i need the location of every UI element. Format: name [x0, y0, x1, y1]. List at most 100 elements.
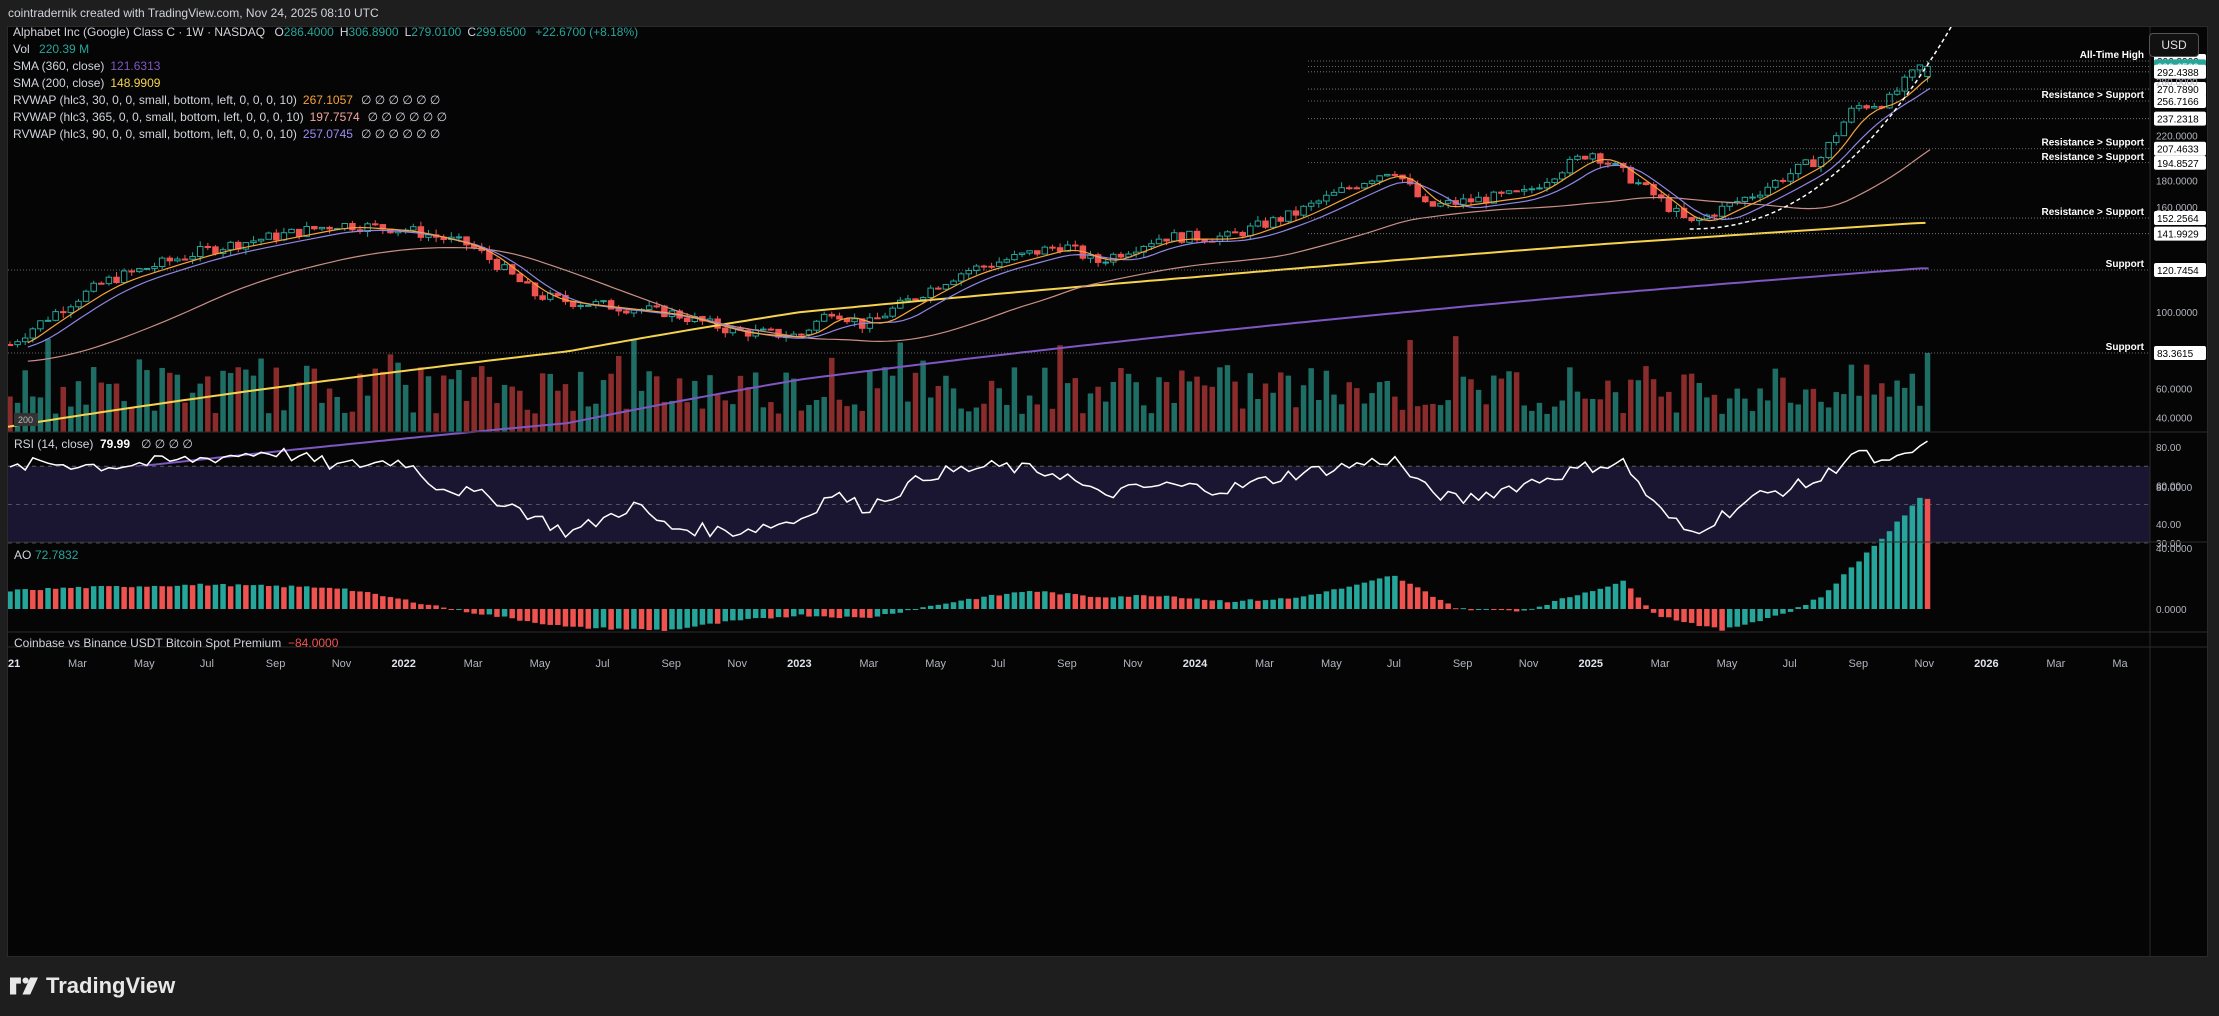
ao-bar — [1468, 609, 1474, 611]
volume-bar — [981, 403, 987, 432]
currency-button[interactable]: USD — [2149, 33, 2199, 57]
ao-bar — [1757, 609, 1763, 622]
volume-bar — [364, 395, 371, 432]
volume-bar — [912, 372, 919, 432]
ao-bar — [349, 591, 356, 609]
sma-360-line[interactable] — [86, 267, 1929, 474]
ao-bar — [654, 609, 660, 630]
ao-bar — [250, 585, 257, 609]
candle-body — [623, 310, 630, 314]
volume-bar — [950, 388, 957, 432]
volume-bar — [661, 401, 668, 432]
volume-bar — [1361, 403, 1368, 432]
indicator-legend-4[interactable]: RVWAP (hlc3, 90, 0, 0, small, bottom, le… — [13, 126, 638, 143]
ao-bar — [532, 609, 538, 623]
premium-value: −84.0000 — [288, 636, 339, 650]
candle-body — [927, 287, 934, 299]
indicator-legend-0[interactable]: SMA (360, close) 121.6313 — [13, 58, 638, 75]
volume-bar — [1239, 408, 1246, 432]
ao-bar — [661, 609, 668, 631]
level-price-tag — [2154, 111, 2206, 126]
ao-bar — [1110, 597, 1117, 609]
volume-bar — [1529, 410, 1535, 432]
sma-200-line[interactable] — [8, 221, 1926, 428]
volume-bar — [1453, 336, 1459, 432]
ao-bar — [577, 609, 584, 627]
volume-bar — [669, 400, 675, 432]
ao-bar — [1879, 538, 1885, 609]
ao-bar — [189, 585, 196, 609]
volume-bar — [258, 358, 264, 432]
candle-body — [1848, 107, 1855, 123]
rvwap-90-line[interactable] — [27, 87, 1931, 348]
candle-body — [1018, 252, 1026, 255]
volume-bar — [714, 394, 721, 432]
time-tick-label: Ma — [2112, 658, 2128, 670]
ao-bar — [684, 609, 690, 628]
volume-bar — [1277, 372, 1284, 432]
candle-body — [1520, 189, 1528, 192]
parabolic-trend-curve[interactable] — [1689, 27, 1952, 230]
volume-bar — [1338, 404, 1345, 432]
candle-body — [1056, 247, 1064, 252]
volume-bar — [197, 383, 203, 432]
volume-bar — [1057, 345, 1063, 432]
candle-body — [1498, 191, 1505, 194]
ao-bar — [106, 586, 112, 609]
ao-bar — [798, 609, 805, 615]
candle-body — [98, 282, 105, 285]
level-price-tag — [2154, 64, 2206, 79]
rsi-title: RSI (14, close) — [14, 437, 93, 451]
chart-canvas[interactable]: 306.8900 All-Time High 299.6500 292.4388 270… — [8, 27, 2207, 956]
ao-bar — [1186, 598, 1193, 609]
candle-body — [349, 222, 356, 231]
candle-body — [273, 232, 280, 241]
candle-body — [995, 261, 1003, 268]
rvwap-365-line[interactable] — [27, 149, 1931, 362]
candle-body — [1422, 196, 1429, 203]
rvwap-30-line[interactable] — [27, 76, 1931, 344]
ao-bar — [600, 609, 607, 628]
volume-badge[interactable] — [14, 413, 38, 426]
indicator-legend-3[interactable]: RVWAP (hlc3, 365, 0, 0, small, bottom, l… — [13, 109, 638, 126]
ao-bar — [1666, 609, 1672, 618]
volume-bar — [1407, 340, 1413, 432]
time-tick-label: May — [134, 658, 155, 670]
ao-bar — [752, 609, 759, 619]
candle-body — [1901, 76, 1908, 92]
rsi-line[interactable] — [9, 440, 1928, 539]
ao-bar — [1232, 601, 1238, 609]
volume-bar — [760, 407, 767, 432]
ao-bar — [1841, 574, 1847, 609]
time-tick-label: Sep — [661, 658, 681, 670]
volume-bar — [121, 401, 127, 432]
volume-bar — [1125, 373, 1132, 432]
indicator-legend-1[interactable]: SMA (200, close) 148.9909 — [13, 75, 638, 92]
price-tick-label: 280.0000 — [2156, 78, 2198, 89]
tradingview-logo[interactable]: TradingView — [10, 973, 175, 999]
ao-bar — [927, 605, 934, 609]
ao-bar — [1194, 598, 1200, 609]
volume-bar — [646, 371, 652, 432]
ao-bar — [1004, 593, 1010, 609]
ao-bar — [1255, 600, 1261, 609]
ao-bar — [1285, 598, 1292, 609]
volume-bar — [440, 375, 447, 432]
ao-bar — [1521, 609, 1527, 611]
candle-body — [897, 299, 904, 309]
volume-bar — [1293, 407, 1299, 432]
volume-bar — [737, 375, 744, 432]
indicator-legend-2[interactable]: RVWAP (hlc3, 30, 0, 0, small, bottom, le… — [13, 92, 638, 109]
volume-bar — [182, 402, 188, 432]
chart-frame[interactable]: 306.8900 All-Time High 299.6500 292.4388 270… — [7, 25, 2208, 957]
ao-bar — [212, 584, 219, 609]
ao-bar — [205, 585, 211, 609]
volume-bar — [1567, 367, 1573, 432]
candle-body — [1345, 187, 1353, 190]
ao-bar — [265, 586, 272, 609]
ao-bar — [973, 599, 980, 609]
time-tick-label: Jul — [1783, 658, 1797, 670]
volume-bar — [52, 413, 59, 432]
volume-bar — [106, 383, 112, 432]
candle-body — [942, 284, 950, 290]
